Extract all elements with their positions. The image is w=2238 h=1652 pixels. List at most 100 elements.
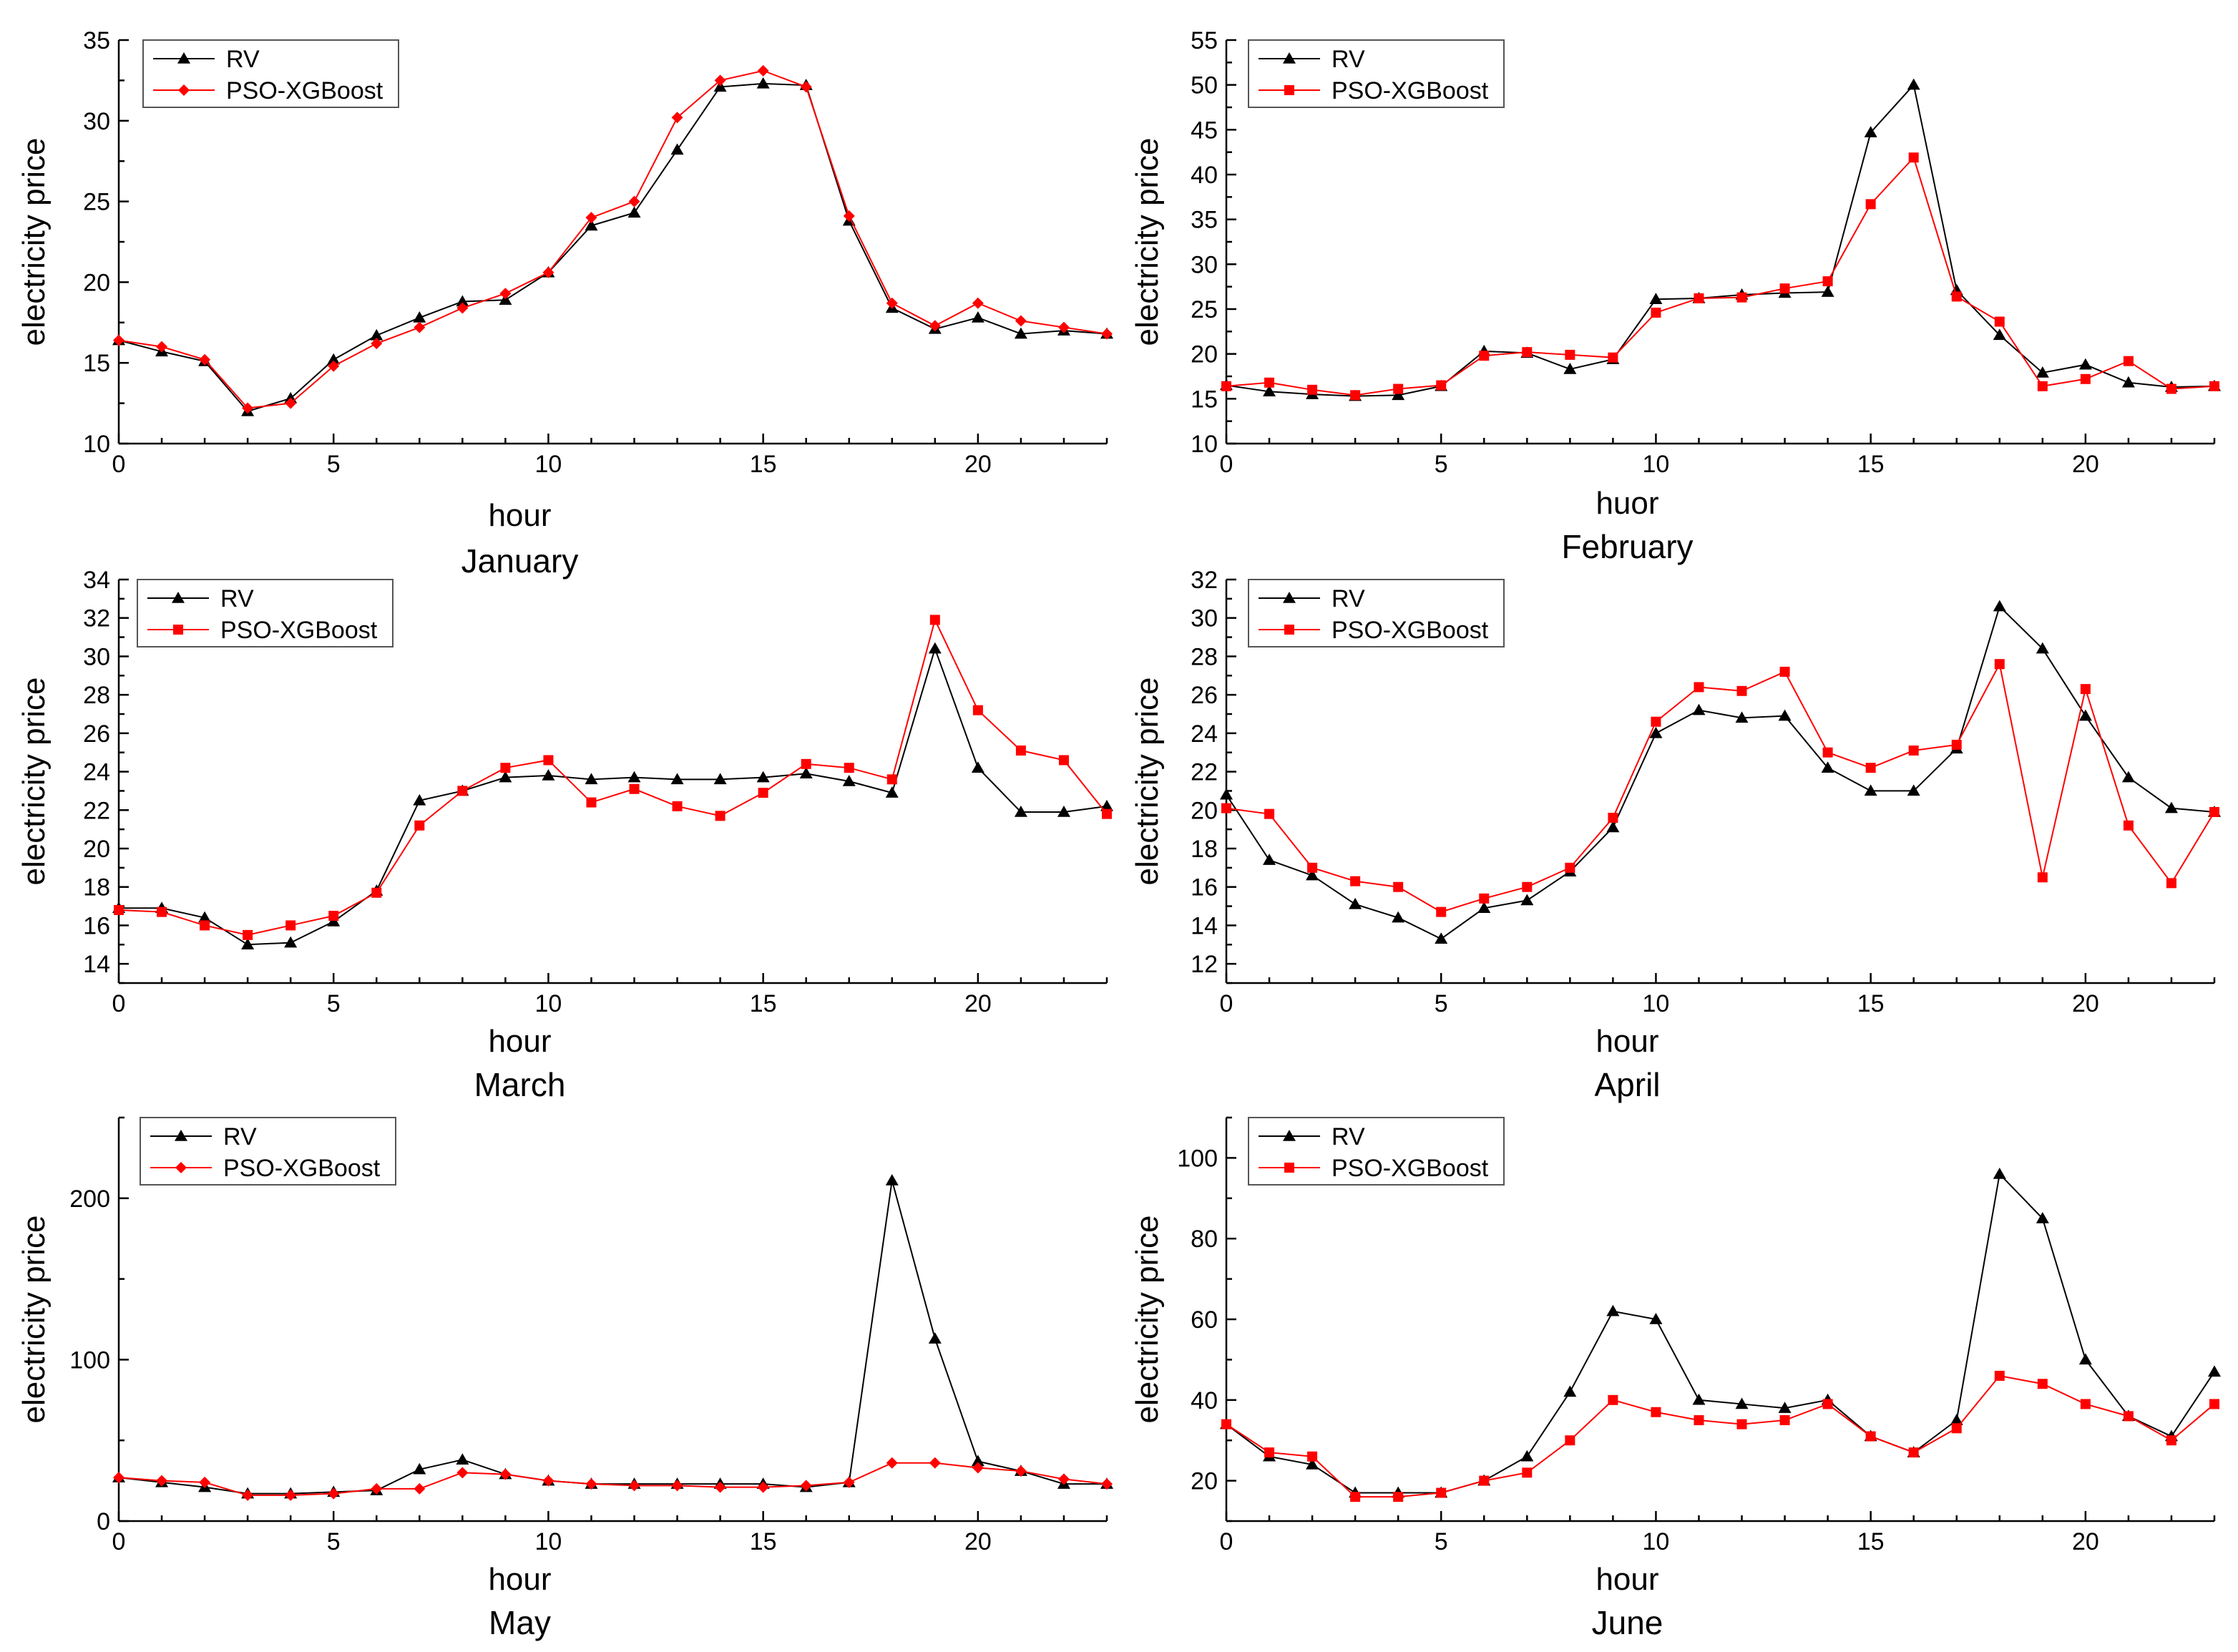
y-axis-label: electricity price	[1130, 678, 1165, 886]
data-point-pso-xgboost	[2166, 1435, 2176, 1446]
y-tick-label: 200	[69, 1186, 110, 1213]
y-tick-label: 10	[83, 431, 110, 458]
legend-swatch-marker	[175, 1162, 187, 1173]
data-point-pso-xgboost	[843, 210, 855, 222]
data-point-pso-xgboost	[200, 920, 210, 931]
series-line-pso-xgboost	[1226, 662, 2215, 913]
data-point-pso-xgboost	[1565, 1435, 1575, 1446]
legend-box	[1248, 579, 1505, 647]
data-point-pso-xgboost	[843, 1476, 855, 1488]
legend-label: RV	[1331, 1123, 1365, 1150]
data-point-pso-xgboost	[972, 705, 983, 715]
data-point-rv	[2121, 376, 2135, 388]
data-point-rv	[928, 642, 942, 654]
data-point-pso-xgboost	[715, 811, 725, 821]
data-point-rv	[241, 938, 255, 950]
data-point-rv	[456, 295, 469, 307]
data-point-pso-xgboost	[886, 774, 897, 785]
data-point-pso-xgboost	[2209, 806, 2219, 817]
data-point-pso-xgboost	[1651, 1407, 1661, 1417]
data-point-rv	[2036, 1212, 2049, 1223]
y-tick-label: 100	[69, 1346, 110, 1374]
data-point-pso-xgboost	[328, 1487, 340, 1500]
data-point-rv	[542, 768, 555, 781]
y-tick-label: 100	[1177, 1145, 1218, 1172]
data-point-rv	[413, 311, 426, 323]
data-point-rv	[1520, 894, 1534, 906]
y-tick-label: 30	[83, 643, 110, 670]
y-tick-label: 40	[1191, 1387, 1218, 1414]
legend-label: PSO-XGBoost	[1331, 77, 1489, 104]
data-point-rv	[2208, 1365, 2221, 1377]
data-point-rv	[1649, 726, 1663, 738]
data-point-pso-xgboost	[2080, 1399, 2091, 1409]
data-point-pso-xgboost	[328, 360, 340, 372]
data-point-rv	[1735, 1397, 1749, 1409]
data-point-pso-xgboost	[1565, 862, 1575, 873]
y-tick-label: 30	[1191, 251, 1218, 278]
legend-box	[137, 579, 394, 647]
data-point-pso-xgboost	[628, 1480, 640, 1492]
data-point-pso-xgboost	[1350, 876, 1361, 886]
legend: RV PSO-XGBoost	[137, 579, 394, 647]
data-point-pso-xgboost	[1779, 1415, 1790, 1425]
data-point-rv	[1392, 911, 1405, 923]
legend-swatch-marker	[173, 625, 183, 635]
chart-april: 0 5 10 15 20 12 14 16 18 20 22 24 26 28 30 32 hour electr…	[1130, 567, 2221, 1103]
data-point-rv	[1014, 805, 1027, 817]
data-point-pso-xgboost	[285, 397, 297, 409]
data-point-rv	[2078, 1353, 2092, 1365]
data-point-rv	[1993, 328, 2006, 341]
x-tick-label: 15	[750, 990, 777, 1017]
y-tick-label: 0	[97, 1508, 110, 1535]
data-point-pso-xgboost	[1264, 1447, 1275, 1458]
x-tick-label: 15	[1857, 990, 1885, 1017]
y-tick-label: 24	[83, 759, 110, 786]
data-point-pso-xgboost	[500, 763, 511, 773]
data-point-pso-xgboost	[586, 797, 597, 808]
data-point-pso-xgboost	[1651, 716, 1661, 727]
data-point-pso-xgboost	[1307, 1451, 1318, 1462]
legend-swatch-marker	[1283, 592, 1296, 603]
y-tick-label: 28	[1191, 643, 1218, 670]
data-point-rv	[370, 328, 383, 341]
y-tick-label: 45	[1191, 117, 1218, 144]
chart-title: March	[474, 1066, 566, 1103]
data-point-pso-xgboost	[285, 920, 296, 931]
data-point-pso-xgboost	[371, 1482, 383, 1495]
data-point-pso-xgboost	[1865, 199, 1876, 210]
legend-label: PSO-XGBoost	[223, 1155, 381, 1182]
legend-label: RV	[223, 1123, 257, 1150]
legend-swatch-marker	[1284, 1163, 1294, 1173]
y-tick-label: 26	[1191, 682, 1218, 709]
data-point-pso-xgboost	[844, 763, 854, 773]
data-point-rv	[1649, 1313, 1663, 1324]
data-point-pso-xgboost	[2123, 820, 2134, 831]
data-point-rv	[456, 1453, 469, 1465]
y-axis-label: electricity price	[16, 678, 52, 886]
data-point-pso-xgboost	[1101, 328, 1113, 340]
data-point-rv	[1692, 703, 1706, 715]
data-point-pso-xgboost	[285, 1489, 297, 1501]
data-point-pso-xgboost	[499, 288, 512, 300]
series-line-pso-xgboost	[118, 617, 1108, 936]
y-tick-label: 20	[1191, 797, 1218, 824]
data-point-rv	[2164, 801, 2178, 813]
series-pso-xgboost	[114, 615, 1112, 940]
data-point-pso-xgboost	[1015, 1465, 1027, 1477]
data-point-pso-xgboost	[1264, 808, 1275, 819]
legend-swatch-marker	[172, 592, 185, 603]
y-tick-label: 22	[83, 797, 110, 824]
x-tick-label: 0	[1220, 451, 1233, 478]
y-tick-label: 32	[1191, 567, 1218, 594]
legend-label: PSO-XGBoost	[226, 77, 383, 104]
data-point-pso-xgboost	[2166, 383, 2176, 394]
x-tick-label: 15	[750, 1528, 777, 1555]
data-point-pso-xgboost	[457, 786, 468, 796]
x-tick-label: 20	[2072, 451, 2099, 478]
y-tick-label: 60	[1191, 1306, 1218, 1334]
x-tick-label: 5	[327, 451, 341, 478]
data-point-pso-xgboost	[1822, 276, 1833, 287]
data-point-pso-xgboost	[157, 906, 167, 917]
chart-march: 0 5 10 15 20 14 16 18 20 22 24 26 28 30 32 34 hour electr…	[16, 567, 1113, 1103]
